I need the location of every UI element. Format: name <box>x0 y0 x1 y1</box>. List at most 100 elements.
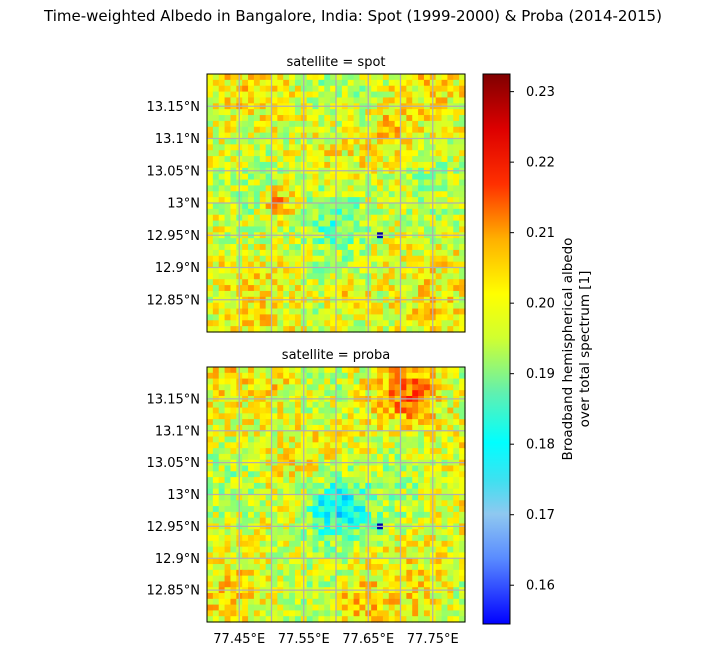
heatmap-cell <box>371 384 378 391</box>
heatmap-cell <box>230 214 237 222</box>
heatmap-cell <box>207 564 214 571</box>
heatmap-cell <box>453 244 460 251</box>
heatmap-cell <box>283 500 290 507</box>
heatmap-cell <box>394 115 402 122</box>
heatmap-cell <box>382 436 390 443</box>
heatmap-cell <box>423 500 431 507</box>
heatmap-cell <box>271 320 278 327</box>
heatmap-cell <box>418 604 425 612</box>
heatmap-cell <box>277 74 284 81</box>
heatmap-cell <box>306 267 314 274</box>
heatmap-cell <box>294 500 302 507</box>
heatmap-cell <box>336 482 343 490</box>
heatmap-cell <box>394 290 402 298</box>
heatmap-cell <box>230 302 237 310</box>
heatmap-cell <box>330 430 337 438</box>
heatmap-cell <box>294 424 302 432</box>
heatmap-cell <box>318 109 325 116</box>
heatmap-cell <box>353 494 361 501</box>
heatmap-cell <box>388 208 396 216</box>
heatmap-cell <box>248 150 255 157</box>
heatmap-cell <box>289 540 296 548</box>
heatmap-cell <box>371 267 378 274</box>
heatmap-cell <box>289 249 296 257</box>
heatmap-cell <box>371 511 378 519</box>
heatmap-cell <box>253 500 261 507</box>
heatmap-cell <box>447 226 454 233</box>
heatmap-cell <box>312 575 320 583</box>
heatmap-cell <box>318 401 325 409</box>
heatmap-cell <box>224 604 232 612</box>
heatmap-cell <box>394 610 402 617</box>
heatmap-cell <box>435 430 443 438</box>
heatmap-cell <box>265 173 273 181</box>
heatmap-cell <box>207 249 214 257</box>
heatmap-cell <box>277 407 284 414</box>
heatmap-cell <box>330 494 337 501</box>
heatmap-cell <box>459 529 466 536</box>
heatmap-cell <box>382 249 390 257</box>
heatmap-cell <box>289 203 296 210</box>
heatmap-cell <box>400 109 407 116</box>
heatmap-cell <box>423 161 431 169</box>
heatmap-cell <box>418 290 425 298</box>
heatmap-cell <box>336 214 343 222</box>
heatmap-cell <box>459 413 466 420</box>
heatmap-cell <box>435 401 443 409</box>
heatmap-cell <box>423 552 431 559</box>
heatmap-cell <box>330 320 337 327</box>
heatmap-cell <box>294 279 302 286</box>
heatmap-cell <box>394 74 402 81</box>
heatmap-cell <box>207 610 214 617</box>
heatmap-cell <box>423 477 431 484</box>
heatmap-cell <box>336 604 343 612</box>
heatmap-cell <box>271 302 278 310</box>
heatmap-cell <box>318 535 325 542</box>
heatmap-cell <box>441 255 449 263</box>
heatmap-cell <box>336 529 343 536</box>
heatmap-cell <box>312 477 320 484</box>
heatmap-cell <box>377 144 384 151</box>
heatmap-cell <box>435 97 443 104</box>
heatmap-cell <box>224 238 232 245</box>
heatmap-cell <box>406 144 413 151</box>
heatmap-cell <box>318 150 325 157</box>
heatmap-cell <box>271 109 278 116</box>
heatmap-cell <box>253 220 261 228</box>
heatmap-cell <box>459 436 466 443</box>
heatmap-cell <box>423 529 431 536</box>
heatmap-cell <box>394 401 402 409</box>
heatmap-cell <box>423 156 431 163</box>
heatmap-cell <box>248 616 255 623</box>
heatmap-cell <box>265 529 273 536</box>
heatmap-cell <box>371 79 378 87</box>
heatmap-cell <box>289 384 296 391</box>
heatmap-cell <box>394 320 402 327</box>
heatmap-cell <box>382 511 390 519</box>
heatmap-cell <box>406 419 413 426</box>
heatmap-cell <box>318 273 325 280</box>
heatmap-cell <box>435 442 443 449</box>
heatmap-cell <box>388 535 396 542</box>
heatmap-cell <box>418 74 425 81</box>
heatmap-cell <box>459 126 466 134</box>
heatmap-cell <box>212 430 220 438</box>
heatmap-cell <box>453 126 460 134</box>
heatmap-cell <box>441 302 449 310</box>
heatmap-cell <box>289 471 296 478</box>
heatmap-cell <box>377 477 384 484</box>
heatmap-cell <box>277 144 284 151</box>
heatmap-cell <box>324 558 331 565</box>
heatmap-cell <box>306 279 314 286</box>
heatmap-panel-proba <box>206 366 466 623</box>
heatmap-cell <box>224 482 232 490</box>
heatmap-cell <box>453 419 460 426</box>
heatmap-cell <box>441 569 449 577</box>
heatmap-cell <box>336 97 343 104</box>
heatmap-cell <box>382 156 390 163</box>
heatmap-cell <box>212 517 220 525</box>
heatmap-cell <box>207 604 214 612</box>
heatmap-cell <box>312 115 320 122</box>
heatmap-cell <box>418 308 425 316</box>
heatmap-cell <box>330 132 337 140</box>
